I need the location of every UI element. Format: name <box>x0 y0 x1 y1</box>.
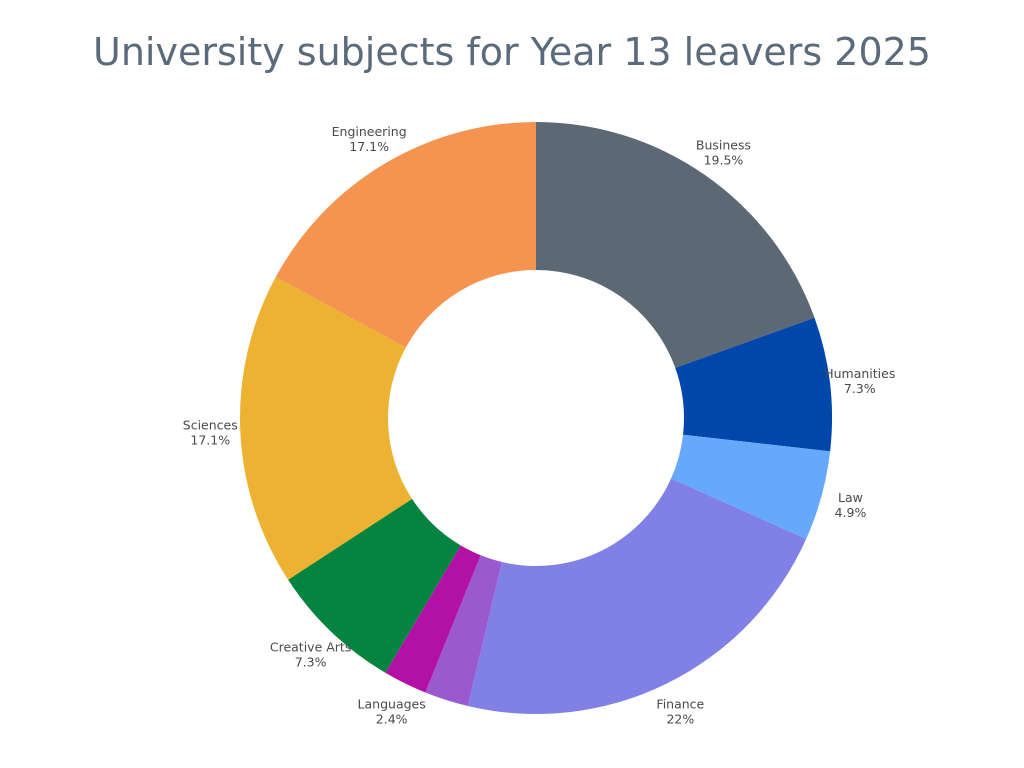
slice-label: Business <box>696 137 751 152</box>
slice-finance <box>467 478 807 715</box>
slice-business <box>536 122 815 368</box>
slice-label: Languages <box>358 696 426 711</box>
slice-languages <box>385 545 481 693</box>
slice-label: Law <box>838 490 863 505</box>
slice-value-label: 22% <box>666 711 694 726</box>
slice-label: Creative Arts <box>270 640 351 655</box>
slice-value-label: 17.1% <box>190 432 230 447</box>
slice-label: Engineering <box>332 124 407 139</box>
slice-value-label: 2.4% <box>376 711 408 726</box>
slice-value-label: 7.3% <box>844 381 876 396</box>
chart-title: University subjects for Year 13 leavers … <box>93 30 931 74</box>
slice-value-label: 17.1% <box>349 139 389 154</box>
slice-humanities <box>675 317 833 452</box>
slice-law <box>671 434 831 539</box>
slice-creative-arts <box>288 498 461 673</box>
slice-value-label: 19.5% <box>704 152 744 167</box>
slice-sciences <box>239 277 413 580</box>
slice-label: Finance <box>656 696 704 711</box>
slice-label: Humanities <box>824 366 895 381</box>
slice-engineering <box>275 122 536 348</box>
slice-unlabeled-4 <box>425 555 502 707</box>
slice-value-label: 7.3% <box>295 655 327 670</box>
slice-label: Sciences <box>183 417 238 432</box>
slice-value-label: 4.9% <box>835 505 867 520</box>
